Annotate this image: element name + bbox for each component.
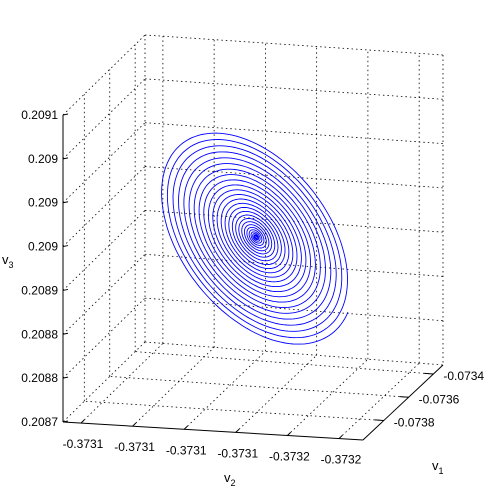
tick-mark bbox=[287, 432, 291, 436]
z-axis-label: v3 bbox=[2, 252, 14, 270]
z-tick-label: 0.2089 bbox=[21, 283, 58, 297]
grid-line bbox=[109, 376, 409, 398]
grid-line bbox=[62, 253, 146, 335]
x-tick-label: -0.3732 bbox=[321, 453, 362, 467]
x-axis-label: v2 bbox=[224, 470, 236, 488]
x-axis-label-main: v bbox=[224, 470, 231, 485]
z-tick-label: 0.2087 bbox=[21, 415, 58, 429]
tick-mark bbox=[62, 420, 69, 423]
grid-line bbox=[144, 297, 444, 322]
axes-frame bbox=[62, 115, 444, 441]
tick-mark bbox=[62, 157, 69, 160]
z-tick-label: 0.209 bbox=[28, 240, 58, 254]
tick-mark bbox=[62, 332, 69, 335]
x-tick-label: -0.3731 bbox=[63, 437, 104, 451]
x-axis-line bbox=[62, 421, 364, 441]
grid-line bbox=[144, 341, 444, 366]
grid-line bbox=[144, 253, 444, 277]
grid-line bbox=[62, 122, 146, 204]
z-axis-label-sub: 3 bbox=[9, 260, 14, 270]
grid-line bbox=[80, 343, 164, 424]
z-tick-label: 0.2088 bbox=[21, 327, 58, 341]
tick-mark bbox=[424, 372, 434, 375]
grid-line bbox=[235, 354, 317, 433]
x-axis-label-sub: 2 bbox=[231, 478, 236, 488]
tick-mark bbox=[338, 435, 343, 439]
x-tick-label: -0.3731 bbox=[166, 443, 207, 457]
tick-mark bbox=[132, 422, 137, 427]
grid-line bbox=[62, 34, 146, 116]
tick-mark bbox=[80, 419, 85, 424]
y-axis-label: v1 bbox=[432, 458, 444, 476]
y-tick-label: -0.0734 bbox=[443, 369, 484, 383]
tick-mark bbox=[183, 425, 188, 430]
tick-mark bbox=[399, 396, 409, 398]
grid-line bbox=[62, 78, 146, 160]
z-axis-label-main: v bbox=[2, 252, 9, 267]
tick-mark bbox=[62, 201, 69, 204]
tick-mark bbox=[62, 245, 69, 248]
x-tick-label: -0.3731 bbox=[114, 440, 155, 454]
z-axis-ticks: 0.2091 0.209 0.209 0.209 0.2089 0.2088 0… bbox=[21, 108, 58, 429]
z-tick-label: 0.209 bbox=[28, 196, 58, 210]
tick-mark bbox=[62, 376, 69, 379]
x-tick-label: -0.3732 bbox=[269, 449, 310, 463]
tick-mark bbox=[374, 419, 384, 421]
y-axis-label-main: v bbox=[432, 458, 439, 473]
z-tick-label: 0.2091 bbox=[21, 108, 58, 122]
grid-line bbox=[132, 347, 215, 427]
grid-line bbox=[144, 122, 444, 144]
grid-line bbox=[338, 362, 420, 439]
grid-lines bbox=[62, 34, 444, 439]
y-axis-ticks: -0.0738 -0.0736 -0.0734 bbox=[394, 369, 485, 430]
y-axis-line bbox=[362, 364, 444, 441]
z-tick-label: 0.2088 bbox=[21, 371, 58, 385]
tick-mark bbox=[62, 288, 69, 291]
grid-line bbox=[62, 341, 146, 423]
x-axis-ticks: -0.3731 -0.3731 -0.3731 -0.3731 -0.3732 … bbox=[63, 437, 362, 466]
y-axis-label-sub: 1 bbox=[439, 466, 444, 476]
tick-mark bbox=[62, 113, 69, 116]
tick-marks bbox=[62, 113, 434, 439]
grid-line bbox=[183, 351, 266, 430]
grid-line bbox=[287, 358, 369, 436]
grid-line bbox=[62, 166, 146, 247]
y-tick-label: -0.0736 bbox=[419, 392, 460, 406]
grid-line bbox=[135, 351, 434, 375]
grid-line bbox=[144, 78, 444, 100]
grid-line bbox=[84, 400, 384, 421]
grid-line bbox=[144, 34, 444, 56]
grid-line bbox=[62, 297, 146, 379]
x-tick-label: -0.3731 bbox=[217, 446, 258, 460]
z-tick-label: 0.209 bbox=[28, 152, 58, 166]
y-tick-label: -0.0738 bbox=[394, 416, 435, 430]
tick-mark bbox=[235, 428, 240, 433]
spiral-trajectory bbox=[161, 132, 349, 345]
grid-line bbox=[62, 210, 146, 291]
